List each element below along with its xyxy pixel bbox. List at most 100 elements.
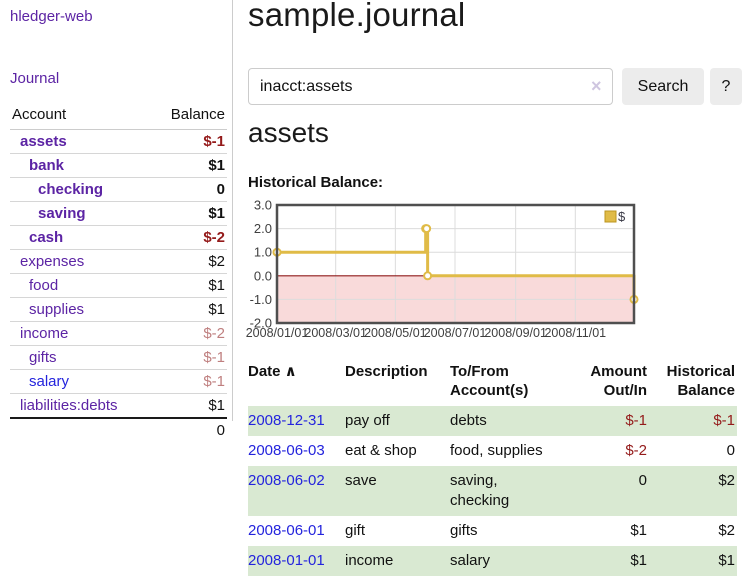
- account-balance: 0: [150, 177, 227, 202]
- account-row: salary $-1: [10, 369, 227, 394]
- account-balance: $-2: [150, 321, 227, 346]
- register-amount: 0: [569, 466, 649, 516]
- account-row: expenses $2: [10, 249, 227, 274]
- account-row: checking 0: [10, 177, 227, 202]
- main-content: sample.journal × Search ? assets Histori…: [246, 0, 742, 582]
- register-description: pay off: [345, 406, 450, 436]
- register-accounts: food, supplies: [450, 442, 543, 459]
- register-header-to-from-account-s-: To/From Account(s): [450, 363, 529, 399]
- register-description: income: [345, 546, 450, 576]
- search-input[interactable]: [248, 68, 613, 105]
- register-row: 2008-06-01 gift gifts $1 $2: [248, 516, 737, 546]
- account-balance: $1: [150, 273, 227, 298]
- account-link-gifts[interactable]: gifts: [29, 349, 57, 366]
- register-balance: 0: [726, 442, 735, 459]
- data-point-marker: [423, 271, 433, 281]
- register-date-link[interactable]: 2008-01-01: [248, 552, 325, 569]
- y-axis-tick-label: 1.0: [254, 245, 272, 260]
- account-link-bank[interactable]: bank: [29, 157, 65, 174]
- app-brand-link[interactable]: hledger-web: [10, 8, 93, 25]
- register-table: Date ∧ Description To/From Account(s) Amount…: [248, 360, 737, 576]
- register-accounts: salary: [450, 546, 569, 576]
- data-point-marker: [422, 224, 432, 234]
- register-header-row: Date ∧ Description To/From Account(s) Amount…: [248, 360, 737, 406]
- register-date-link[interactable]: 2008-12-31: [248, 412, 325, 429]
- register-row: 2008-06-03 eat & shop food, supplies $-2 0: [248, 436, 737, 466]
- accounts-header-account: Account: [10, 103, 151, 130]
- page-title: sample.journal: [248, 0, 466, 33]
- account-link-checking[interactable]: checking: [38, 181, 104, 198]
- register-header-historical-balance: Historical Balance: [666, 363, 735, 399]
- search-button[interactable]: Search: [622, 68, 704, 105]
- clear-search-icon[interactable]: ×: [591, 76, 602, 96]
- account-link-food[interactable]: food: [29, 277, 59, 294]
- accounts-total-row: 0: [10, 417, 227, 442]
- sidebar: hledger-web Journal Account Balance asse…: [0, 0, 233, 442]
- x-axis-tick-label: 2008/11/01: [544, 326, 606, 340]
- x-axis-tick-label: 2008/05/01: [364, 326, 427, 340]
- account-row: bank $1: [10, 153, 227, 178]
- register-amount: $1: [569, 546, 649, 576]
- account-balance: $1: [150, 393, 227, 419]
- y-axis-tick-label: -1.0: [250, 292, 272, 307]
- y-axis-tick-label: 0.0: [254, 268, 272, 283]
- register-balance: $2: [718, 522, 735, 539]
- x-axis-tick-label: 2008/07/01: [424, 326, 487, 340]
- register-description: gift: [345, 522, 366, 539]
- sidebar-item-journal[interactable]: Journal: [10, 70, 60, 87]
- account-row: cash $-2: [10, 225, 227, 250]
- accounts-table: Account Balance assets $-1 bank $1 checking 0…: [10, 103, 227, 442]
- register-accounts: gifts: [450, 522, 478, 539]
- register-date-link[interactable]: 2008-06-01: [248, 522, 325, 539]
- sort-ascending-icon: ∧: [280, 363, 297, 380]
- register-date-link[interactable]: 2008-06-03: [248, 442, 325, 459]
- x-axis-tick-label: 2008/09/01: [484, 326, 547, 340]
- register-balance: $1: [649, 546, 737, 576]
- legend-label: $: [618, 209, 626, 224]
- register-date-link[interactable]: 2008-06-02: [248, 472, 325, 489]
- y-axis-tick-label: 3.0: [254, 200, 272, 213]
- account-link-salary[interactable]: salary: [29, 373, 70, 390]
- account-row: liabilities:debts $1: [10, 393, 227, 419]
- register-header-date[interactable]: Date ∧: [248, 363, 297, 380]
- register-balance: $2: [649, 466, 737, 516]
- register-accounts: debts: [450, 406, 569, 436]
- account-link-assets[interactable]: assets: [20, 133, 67, 150]
- x-axis-tick-label: 2008/01/01: [246, 326, 309, 340]
- x-axis-tick-label: 2008/03/01: [304, 326, 367, 340]
- register-amount: $-2: [625, 442, 647, 459]
- account-balance: $1: [150, 297, 227, 322]
- historical-balance-chart: $3.0 2.0 1.0 0.0 -1.0 -2.02008/01/012008/03/0…: [246, 200, 639, 340]
- account-row: assets $-1: [10, 129, 227, 154]
- register-balance: $-1: [649, 406, 737, 436]
- register-row: 2008-06-02 save saving, checking 0 $2: [248, 466, 737, 516]
- y-axis-tick-label: 2.0: [254, 221, 272, 236]
- account-link-expenses[interactable]: expenses: [20, 253, 85, 270]
- legend-swatch: [604, 210, 617, 223]
- accounts-header-row: Account Balance: [10, 103, 227, 130]
- account-link-income[interactable]: income: [20, 325, 69, 342]
- account-balance: $-2: [150, 225, 227, 250]
- register-accounts: saving, checking: [450, 466, 569, 516]
- accounts-total-balance: 0: [150, 417, 227, 442]
- account-balance: $2: [150, 249, 227, 274]
- account-link-supplies[interactable]: supplies: [29, 301, 85, 318]
- account-link-saving[interactable]: saving: [38, 205, 86, 222]
- register-description: eat & shop: [345, 442, 417, 459]
- help-button[interactable]: ?: [710, 68, 742, 105]
- register-header-amount-out-in: Amount Out/In: [590, 363, 647, 399]
- register-header-description: Description: [345, 363, 428, 380]
- account-link-cash[interactable]: cash: [29, 229, 64, 246]
- y-axis-tick-label: -2.0: [250, 316, 272, 331]
- account-row: food $1: [10, 273, 227, 298]
- account-heading: assets: [248, 117, 329, 148]
- account-balance: $-1: [150, 129, 227, 154]
- account-balance: $-1: [150, 345, 227, 370]
- accounts-header-balance: Balance: [150, 103, 227, 130]
- account-row: income $-2: [10, 321, 227, 346]
- register-amount: $1: [630, 522, 647, 539]
- account-row: supplies $1: [10, 297, 227, 322]
- account-link-liabilities-debts[interactable]: liabilities:debts: [20, 397, 118, 414]
- register-description: save: [345, 466, 450, 516]
- register-row: 2008-01-01 income salary $1 $1: [248, 546, 737, 576]
